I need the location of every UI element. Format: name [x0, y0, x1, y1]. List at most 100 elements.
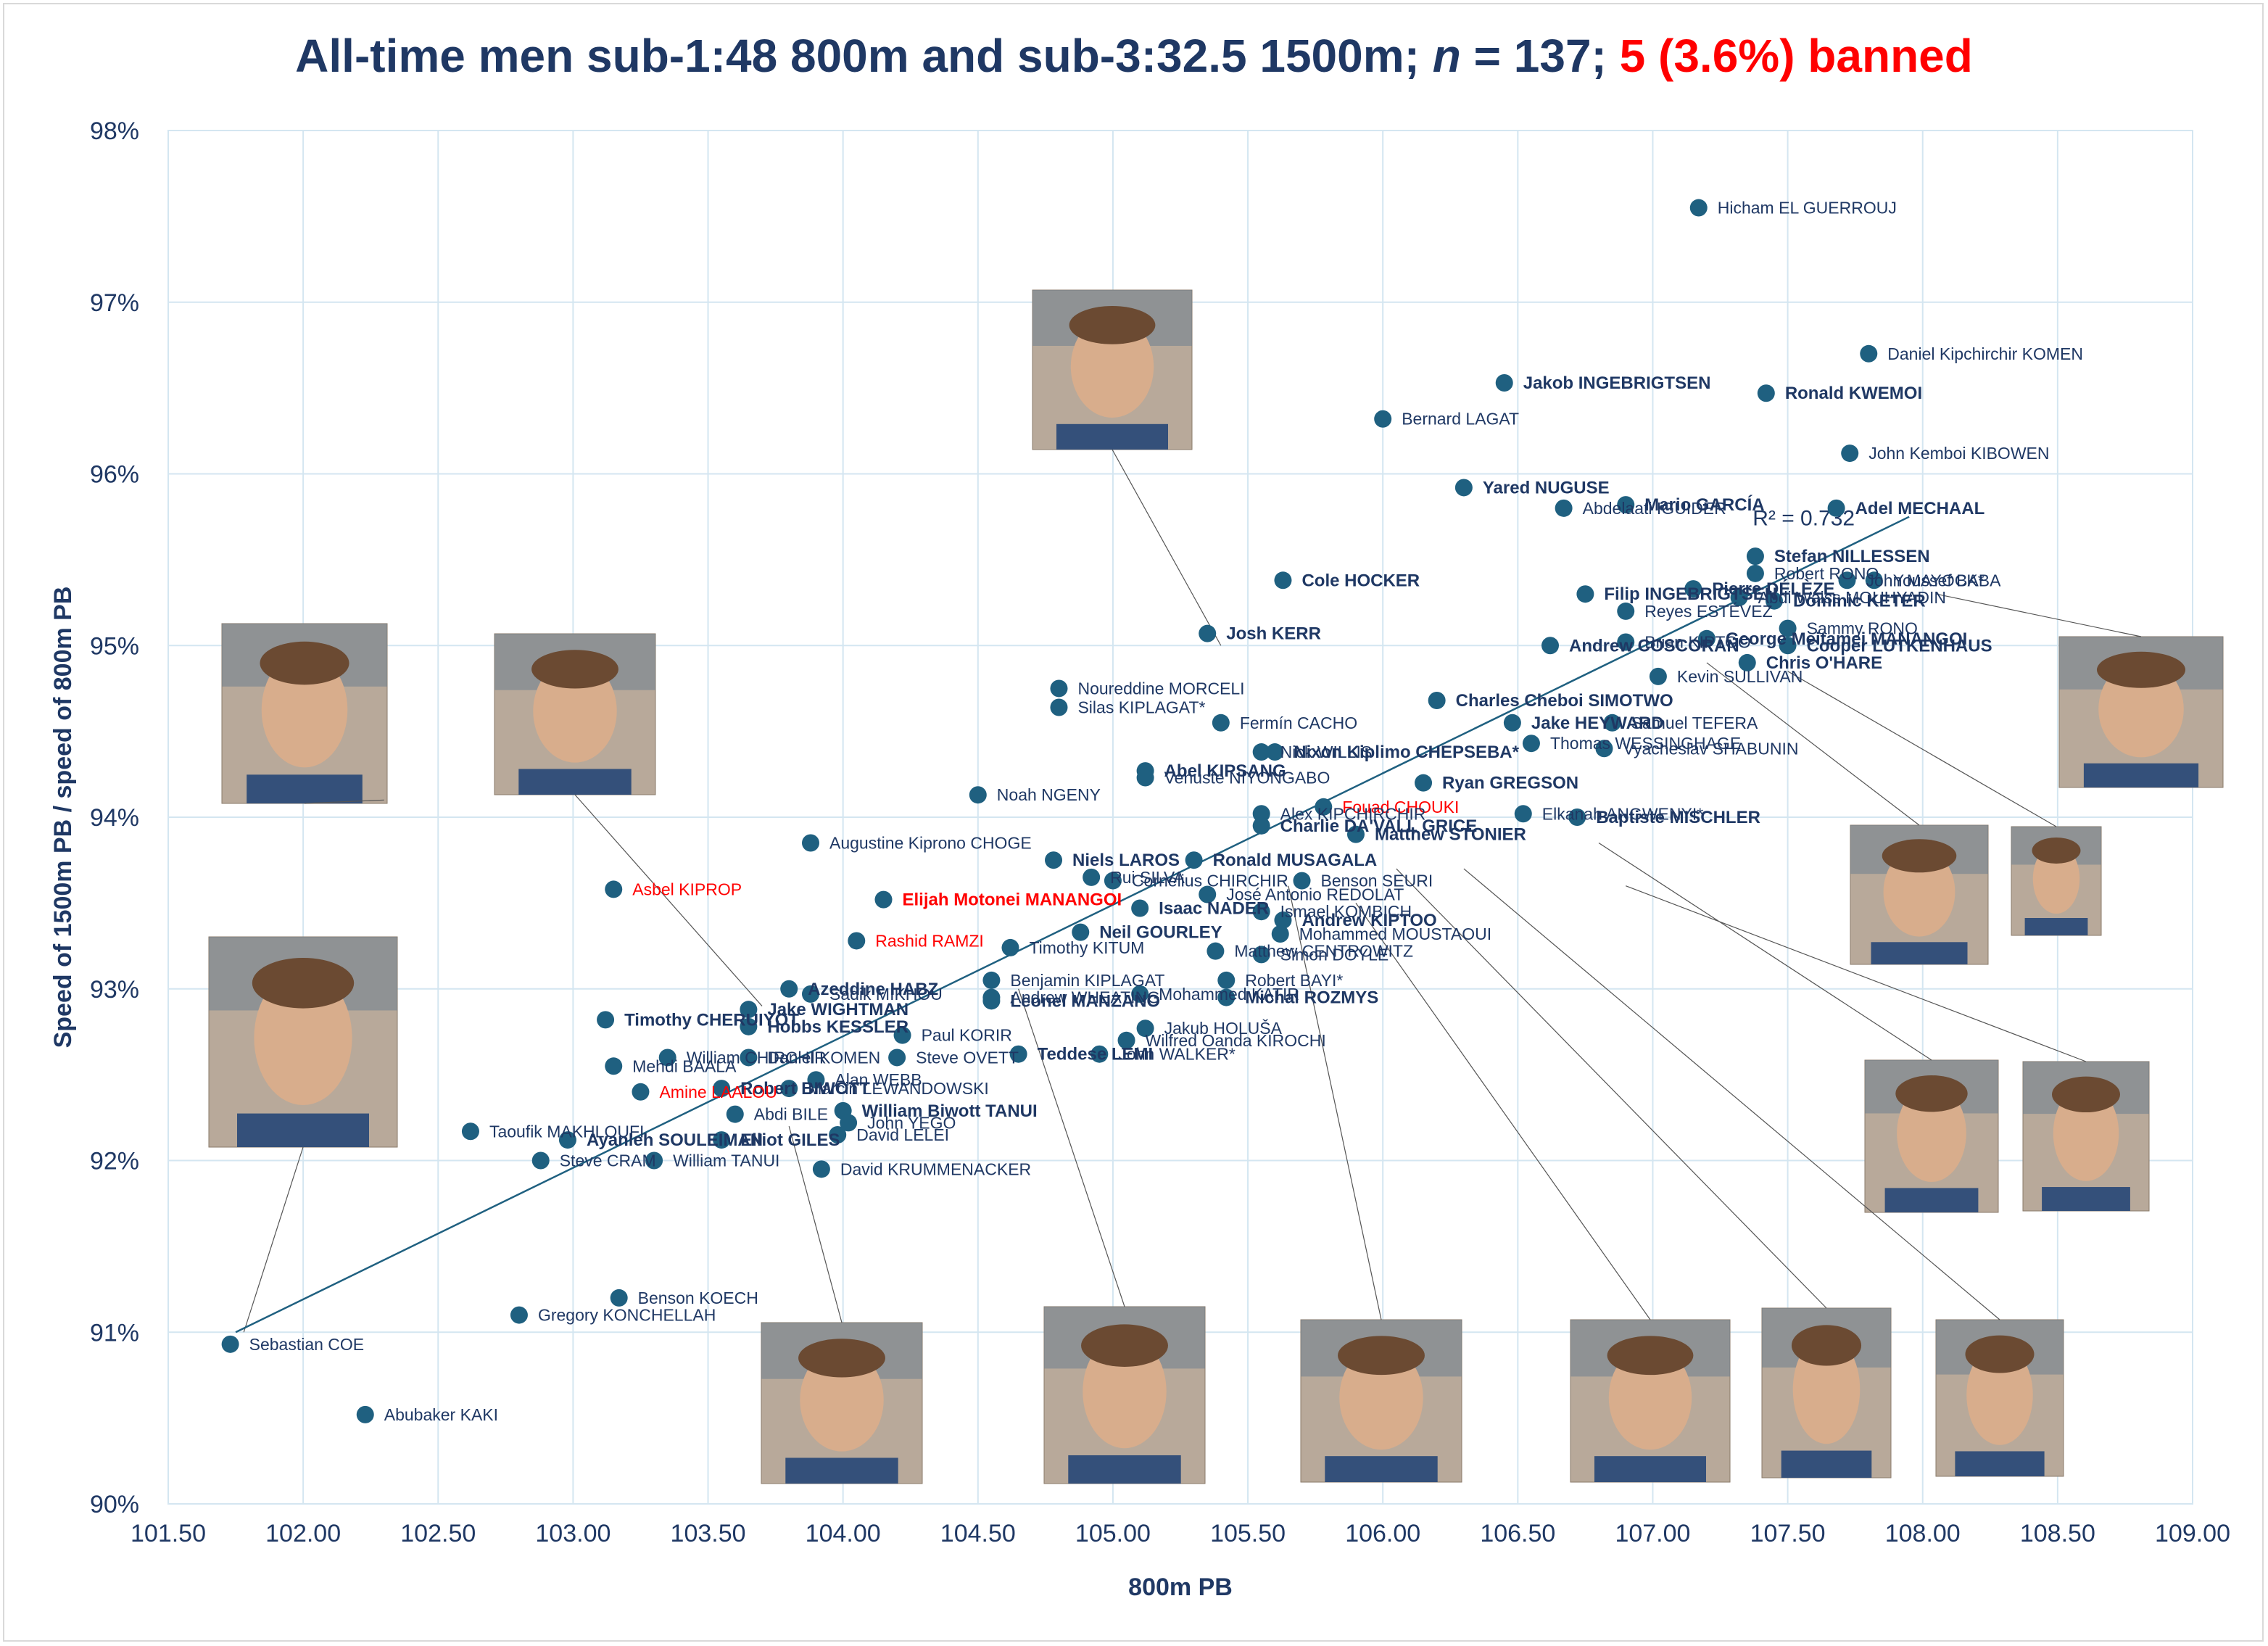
- data-point: [597, 1011, 615, 1029]
- gridlines: [167, 130, 2193, 1505]
- x-tick-label: 102.00: [265, 1520, 341, 1547]
- data-point: [1374, 410, 1392, 428]
- point-label: Simon DOYLE: [1280, 945, 1389, 964]
- point-label: Samuel TEFERA: [1631, 714, 1758, 732]
- x-tick-label: 107.00: [1615, 1520, 1690, 1547]
- y-tick-label: 98%: [90, 117, 139, 145]
- leader-line: [1018, 988, 1125, 1307]
- athlete-photo: [494, 633, 656, 795]
- point-labels: Hicham EL GUERROUJ Daniel Kipchirchir KOM…: [249, 199, 2083, 1424]
- data-point: [982, 971, 1001, 989]
- data-point: [1104, 872, 1122, 890]
- point-label: Sammy RONO: [1807, 619, 1918, 638]
- point-label: Cole HOCKER: [1301, 571, 1420, 590]
- point-label: Baptiste MISCHLER: [1596, 808, 1760, 827]
- point-label: Ryan GREGSON: [1442, 774, 1578, 793]
- athlete-photo: [1935, 1319, 2064, 1477]
- point-label: Timothy KITUM: [1029, 938, 1144, 957]
- data-point: [1083, 868, 1101, 886]
- data-point: [1568, 808, 1586, 826]
- leader-line: [1626, 885, 2087, 1062]
- point-label: Ismael KOMBICH: [1280, 902, 1412, 921]
- data-point: [658, 1049, 676, 1067]
- y-tick-label: 90%: [90, 1491, 139, 1518]
- data-point: [1738, 653, 1756, 671]
- data-point: [713, 1131, 731, 1149]
- point-label: Cooper LUTKENHAUS: [1807, 636, 1992, 655]
- point-label: Sadik MIKHOU: [829, 985, 943, 1004]
- point-label: Matthew STONIER: [1375, 825, 1526, 845]
- point-label: Andrew KIPTOO: [1301, 911, 1436, 930]
- point-label: John YEGO: [867, 1113, 956, 1132]
- point-label: Jakub HOLUŠA: [1164, 1018, 1283, 1038]
- data-point: [1315, 798, 1333, 816]
- point-label: Charles Cheboi SIMOTWO: [1456, 691, 1673, 711]
- point-label: Benjamin KIPLAGAT: [1010, 971, 1164, 990]
- data-point: [801, 985, 819, 1003]
- point-label: Robert RONO: [1774, 564, 1879, 583]
- data-point: [1684, 580, 1702, 598]
- x-tick-label: 103.00: [535, 1520, 611, 1547]
- y-tick-label: 96%: [90, 461, 139, 489]
- x-tick-label: 108.00: [1885, 1520, 1961, 1547]
- data-point: [1838, 571, 1856, 590]
- y-tick-label: 95%: [90, 632, 139, 660]
- point-label: Alan WEBB: [835, 1070, 922, 1089]
- point-label: José Antonio REDOLAT: [1226, 885, 1404, 904]
- data-point: [807, 1071, 825, 1089]
- x-tick-label: 108.50: [2020, 1520, 2095, 1547]
- point-label: Yared NUGUSE: [1483, 478, 1610, 497]
- data-point: [1595, 740, 1613, 758]
- point-label: Amine LAALOU: [659, 1083, 777, 1101]
- data-point: [1757, 384, 1775, 402]
- athlete-photo: [1570, 1319, 1731, 1483]
- leader-line: [1598, 843, 1932, 1061]
- leader-line: [1288, 885, 1382, 1320]
- point-label: Filip INGEBRIGTSEN: [1604, 584, 1777, 604]
- athlete-photo: [1300, 1319, 1462, 1483]
- data-point: [1252, 903, 1270, 921]
- point-label: Abdi Waiss MOUHYADIN: [1758, 588, 1946, 607]
- leader-line: [304, 799, 384, 804]
- point-label: William CHIRCHIR: [687, 1048, 827, 1067]
- data-point: [1090, 1045, 1109, 1063]
- chart-title: All-time men sub-1:48 800m and sub-3:32.…: [0, 29, 2268, 83]
- data-point: [893, 1026, 911, 1044]
- data-point: [848, 932, 866, 950]
- point-label: Paul KORIR: [922, 1026, 1012, 1045]
- data-point: [1252, 805, 1270, 823]
- data-point: [1199, 624, 1217, 642]
- data-point: [1495, 374, 1513, 392]
- point-label: Reyes ESTÉVEZ: [1644, 602, 1772, 621]
- data-point: [1697, 629, 1716, 648]
- point-label: Daniel Kipchirchir KOMEN: [1887, 344, 2083, 363]
- data-point: [605, 880, 623, 898]
- data-point: [1131, 985, 1149, 1003]
- data-point: [1117, 1031, 1135, 1049]
- x-tick-label: 106.00: [1345, 1520, 1420, 1547]
- data-point: [1865, 571, 1883, 590]
- point-label: Ronald MUSAGALA: [1213, 851, 1378, 870]
- athlete-photo: [1032, 289, 1193, 450]
- leader-line: [1396, 868, 1827, 1309]
- data-point: [740, 1001, 758, 1019]
- point-label: Niels LAROS: [1072, 851, 1180, 870]
- point-label: Nixon Kiplimo CHEPSEBA*: [1294, 743, 1519, 762]
- athlete-photo: [1864, 1059, 1999, 1213]
- point-label: Noureddine MORCELI: [1077, 679, 1244, 698]
- data-point: [1199, 885, 1217, 903]
- point-label: Bernard LAGAT: [1402, 410, 1519, 429]
- title-n-symbol: n: [1432, 30, 1461, 82]
- data-point: [1050, 698, 1068, 716]
- x-tick-labels: 101.50 102.00 102.50 103.00 103.50 104.00 104.…: [131, 1520, 2230, 1547]
- point-label: Andrew WHEATING: [1010, 988, 1160, 1007]
- data-point: [1746, 564, 1764, 582]
- data-point: [1649, 667, 1667, 685]
- data-point: [1522, 735, 1540, 753]
- data-point: [1779, 637, 1797, 655]
- point-label: Hicham EL GUERROUJ: [1718, 199, 1897, 218]
- athlete-photo: [208, 936, 398, 1148]
- data-point: [1136, 769, 1154, 787]
- athlete-photo: [1043, 1306, 1206, 1484]
- point-label: Rui SILVA: [1110, 868, 1185, 887]
